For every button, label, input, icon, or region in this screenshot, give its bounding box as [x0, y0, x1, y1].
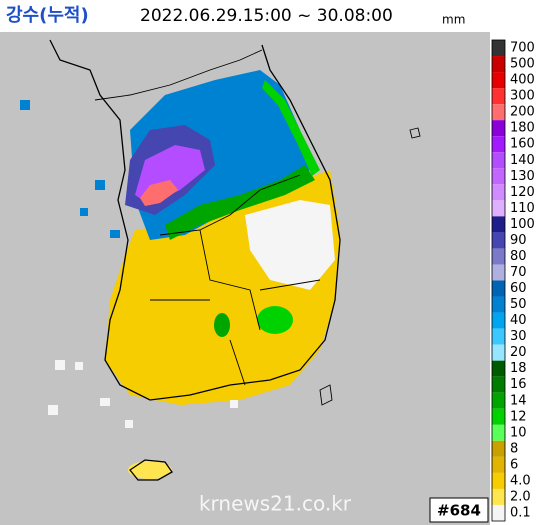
rain-jeju	[128, 461, 172, 479]
legend-swatch	[492, 56, 505, 73]
legend-label: 200	[510, 105, 535, 120]
legend-label: 140	[510, 153, 535, 168]
legend-swatch	[492, 488, 505, 505]
legend-swatch	[492, 328, 505, 345]
legend-label: 8	[510, 441, 518, 456]
legend-label: 50	[510, 297, 527, 312]
legend-swatch	[492, 376, 505, 393]
frame-number: #684	[437, 502, 481, 520]
legend-swatch	[492, 424, 505, 441]
legend-label: 90	[510, 233, 527, 248]
rain-green-spot	[214, 313, 230, 337]
legend-swatch	[492, 184, 505, 201]
rain-speckle	[48, 360, 238, 428]
legend-label: 20	[510, 345, 527, 360]
legend-swatch	[492, 216, 505, 233]
legend-label: 6	[510, 457, 518, 472]
legend-label: 300	[510, 89, 535, 104]
legend-label: 14	[510, 393, 527, 408]
legend-swatch	[492, 248, 505, 265]
coastline	[49, 39, 341, 401]
legend-label: 10	[510, 425, 527, 440]
legend-label: 4.0	[510, 473, 531, 488]
island	[319, 127, 421, 406]
legend-label: 160	[510, 137, 535, 152]
frame-box	[429, 497, 489, 523]
legend-label: 100	[510, 217, 535, 232]
legend-swatch	[492, 264, 505, 281]
legend-label: 16	[510, 377, 527, 392]
legend-swatch	[492, 472, 505, 489]
legend-label: 130	[510, 169, 535, 184]
legend-label: 60	[510, 281, 527, 296]
legend-swatch	[492, 200, 505, 217]
rain-red	[140, 180, 178, 206]
legend-swatch	[492, 360, 505, 377]
legend-border	[491, 39, 506, 522]
rain-white	[245, 200, 335, 290]
legend-swatch	[492, 152, 505, 169]
map	[0, 32, 490, 525]
legend-swatch	[492, 440, 505, 457]
period: 2022.06.29.15:00 ~ 30.08:00	[140, 6, 393, 26]
province-border	[150, 174, 321, 386]
legend-swatch	[492, 168, 505, 185]
legend-label: 2.0	[510, 489, 531, 504]
legend-label: 70	[510, 265, 527, 280]
legend-label: 12	[510, 409, 527, 424]
legend-label: 18	[510, 361, 527, 376]
legend-swatch	[492, 232, 505, 249]
rain-green-band	[262, 80, 320, 176]
legend-label: 40	[510, 313, 527, 328]
legend-label: 110	[510, 201, 535, 216]
legend-swatch	[492, 504, 505, 521]
watermark: krnews21.co.kr	[199, 492, 352, 516]
legend-swatch	[492, 88, 505, 105]
legend-label: 30	[510, 329, 527, 344]
legend-label: 120	[510, 185, 535, 200]
rain-speckle	[20, 100, 120, 238]
legend-label: 0.1	[510, 505, 531, 520]
legend-swatch	[492, 392, 505, 409]
legend-swatch	[492, 120, 505, 137]
legend-label: 500	[510, 57, 535, 72]
rain-green-spot	[257, 306, 293, 334]
unit: mm	[442, 13, 465, 27]
legend-swatch	[492, 456, 505, 473]
border-dmz	[94, 49, 263, 101]
legend-swatch	[492, 280, 505, 297]
title: 강수(누적)	[6, 5, 89, 26]
legend-swatch	[492, 104, 505, 121]
legend-swatch	[492, 296, 505, 313]
legend: 7005004003002001801601401301201101009080…	[491, 39, 535, 522]
legend-swatch	[492, 312, 505, 329]
legend-label: 180	[510, 121, 535, 136]
legend-label: 700	[510, 41, 535, 56]
legend-label: 80	[510, 249, 527, 264]
coastline-jeju	[129, 459, 173, 481]
legend-swatch	[492, 72, 505, 89]
legend-swatch	[492, 408, 505, 425]
legend-swatch	[492, 136, 505, 153]
legend-label: 400	[510, 73, 535, 88]
legend-swatch	[492, 40, 505, 57]
legend-swatch	[492, 344, 505, 361]
